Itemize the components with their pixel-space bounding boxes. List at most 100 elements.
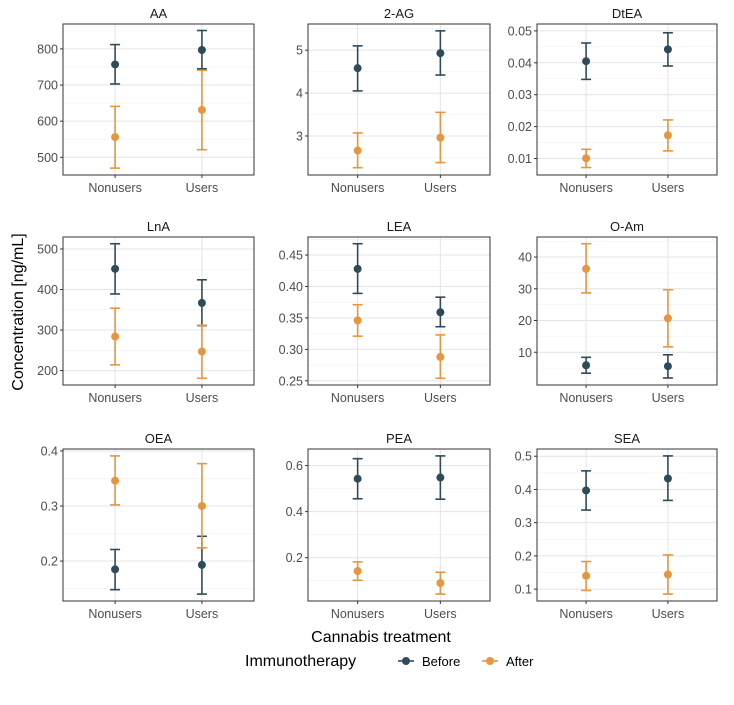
data-point-after bbox=[111, 476, 120, 485]
y-tick-label: 0.04 bbox=[508, 56, 532, 70]
data-point-after bbox=[663, 314, 672, 323]
panel-border bbox=[307, 23, 491, 176]
panel-border bbox=[62, 23, 255, 176]
x-tick-label: Nonusers bbox=[88, 181, 142, 195]
facet-pea: PEA 0.2 0.4 0.6 Nonusers Users bbox=[286, 431, 491, 621]
panel-border bbox=[536, 236, 718, 386]
facet-lea: LEA 0.25 0.30 0.35 0.40 0.45 Nonusers Users bbox=[279, 219, 491, 405]
data-point-after bbox=[663, 131, 672, 140]
data-point-before bbox=[663, 362, 672, 371]
facet-title-lna: LnA bbox=[147, 219, 170, 234]
legend-key-point-after bbox=[486, 657, 494, 665]
x-tick-label: Nonusers bbox=[559, 607, 613, 621]
y-tick-label: 0.25 bbox=[279, 374, 303, 388]
y-tick-label: 3 bbox=[296, 129, 303, 143]
y-tick-label: 4 bbox=[296, 87, 303, 101]
y-tick-label: 500 bbox=[37, 151, 58, 165]
panel-border bbox=[62, 236, 255, 386]
data-point-before bbox=[582, 486, 591, 495]
data-point-before bbox=[436, 473, 445, 482]
data-point-before bbox=[582, 57, 591, 66]
data-point-after bbox=[353, 146, 362, 155]
x-tick-label: Nonusers bbox=[331, 181, 385, 195]
data-point-after bbox=[582, 154, 591, 163]
facet-title-aa: AA bbox=[150, 6, 168, 21]
data-point-after bbox=[197, 502, 206, 511]
y-tick-label: 500 bbox=[37, 242, 58, 256]
data-point-after bbox=[582, 571, 591, 580]
x-tick-label: Nonusers bbox=[331, 391, 385, 405]
facet-title-2-ag: 2-AG bbox=[384, 6, 414, 21]
x-tick-label: Nonusers bbox=[88, 607, 142, 621]
x-tick-label: Users bbox=[186, 391, 219, 405]
data-point-before bbox=[663, 474, 672, 483]
y-tick-label: 0.45 bbox=[279, 249, 303, 263]
facet-title-oea: OEA bbox=[145, 431, 173, 446]
data-point-after bbox=[111, 332, 120, 341]
y-tick-label: 30 bbox=[518, 282, 532, 296]
x-tick-label: Nonusers bbox=[331, 607, 385, 621]
data-point-before bbox=[436, 308, 445, 317]
y-tick-label: 0.4 bbox=[515, 483, 532, 497]
y-tick-label: 0.03 bbox=[508, 88, 532, 102]
legend-key-point-before bbox=[402, 657, 410, 665]
legend: Immunotherapy Before After bbox=[245, 653, 534, 670]
facet-title-pea: PEA bbox=[386, 431, 412, 446]
y-tick-label: 0.40 bbox=[279, 280, 303, 294]
panel-border bbox=[536, 448, 718, 602]
data-point-before bbox=[663, 45, 672, 54]
panel-border bbox=[536, 23, 718, 176]
y-tick-label: 0.1 bbox=[515, 583, 532, 597]
data-point-after bbox=[436, 579, 445, 588]
y-tick-label: 400 bbox=[37, 283, 58, 297]
y-tick-label: 0.2 bbox=[41, 555, 58, 569]
data-point-before bbox=[197, 46, 206, 55]
y-tick-label: 0.30 bbox=[279, 343, 303, 357]
y-tick-label: 0.6 bbox=[286, 459, 303, 473]
panel-border bbox=[307, 448, 491, 602]
y-tick-label: 600 bbox=[37, 115, 58, 129]
facet-oea: OEA 0.2 0.3 0.4 Nonusers Users bbox=[41, 431, 255, 621]
facet-title-o-am: O-Am bbox=[610, 219, 644, 234]
y-tick-label: 300 bbox=[37, 324, 58, 338]
data-point-after bbox=[353, 567, 362, 576]
legend-title: Immunotherapy bbox=[245, 653, 356, 670]
facet-sea: SEA 0.1 0.2 0.3 0.4 0.5 Nonusers Users bbox=[515, 431, 718, 621]
facet-grid: AA 500 600 700 800 Nonusers Users 2-AG 3 4 5 Nonuse… bbox=[37, 6, 718, 621]
data-point-after bbox=[582, 264, 591, 273]
x-tick-label: Users bbox=[424, 181, 457, 195]
x-tick-label: Users bbox=[652, 391, 685, 405]
data-point-before bbox=[436, 49, 445, 58]
facet-title-lea: LEA bbox=[387, 219, 412, 234]
legend-label-before: Before bbox=[422, 654, 460, 669]
facet-o-am: O-Am 10 20 30 40 Nonusers Users bbox=[518, 219, 718, 405]
x-tick-label: Users bbox=[424, 391, 457, 405]
x-tick-label: Nonusers bbox=[559, 391, 613, 405]
data-point-before bbox=[353, 474, 362, 483]
data-point-after bbox=[111, 133, 120, 142]
x-axis-title: Cannabis treatment bbox=[311, 629, 451, 646]
y-tick-label: 0.3 bbox=[41, 500, 58, 514]
y-tick-label: 40 bbox=[518, 251, 532, 265]
data-point-before bbox=[582, 361, 591, 370]
y-tick-label: 0.4 bbox=[41, 444, 58, 458]
panel-border bbox=[307, 236, 491, 386]
panel-border bbox=[62, 448, 255, 602]
y-tick-label: 0.01 bbox=[508, 152, 532, 166]
facet-lna: LnA 200 300 400 500 Nonusers Users bbox=[37, 219, 255, 405]
x-tick-label: Users bbox=[652, 181, 685, 195]
y-tick-label: 5 bbox=[296, 44, 303, 58]
y-tick-label: 0.35 bbox=[279, 311, 303, 325]
x-tick-label: Users bbox=[186, 181, 219, 195]
y-tick-label: 20 bbox=[518, 314, 532, 328]
x-tick-label: Nonusers bbox=[559, 181, 613, 195]
y-tick-label: 0.2 bbox=[515, 549, 532, 563]
facet-title-dtea: DtEA bbox=[612, 6, 643, 21]
facet-aa: AA 500 600 700 800 Nonusers Users bbox=[37, 6, 255, 195]
data-point-before bbox=[197, 560, 206, 569]
x-tick-label: Users bbox=[186, 607, 219, 621]
y-tick-label: 800 bbox=[37, 42, 58, 56]
y-axis-title: Concentration [ng/mL] bbox=[10, 233, 27, 390]
data-point-before bbox=[197, 298, 206, 307]
